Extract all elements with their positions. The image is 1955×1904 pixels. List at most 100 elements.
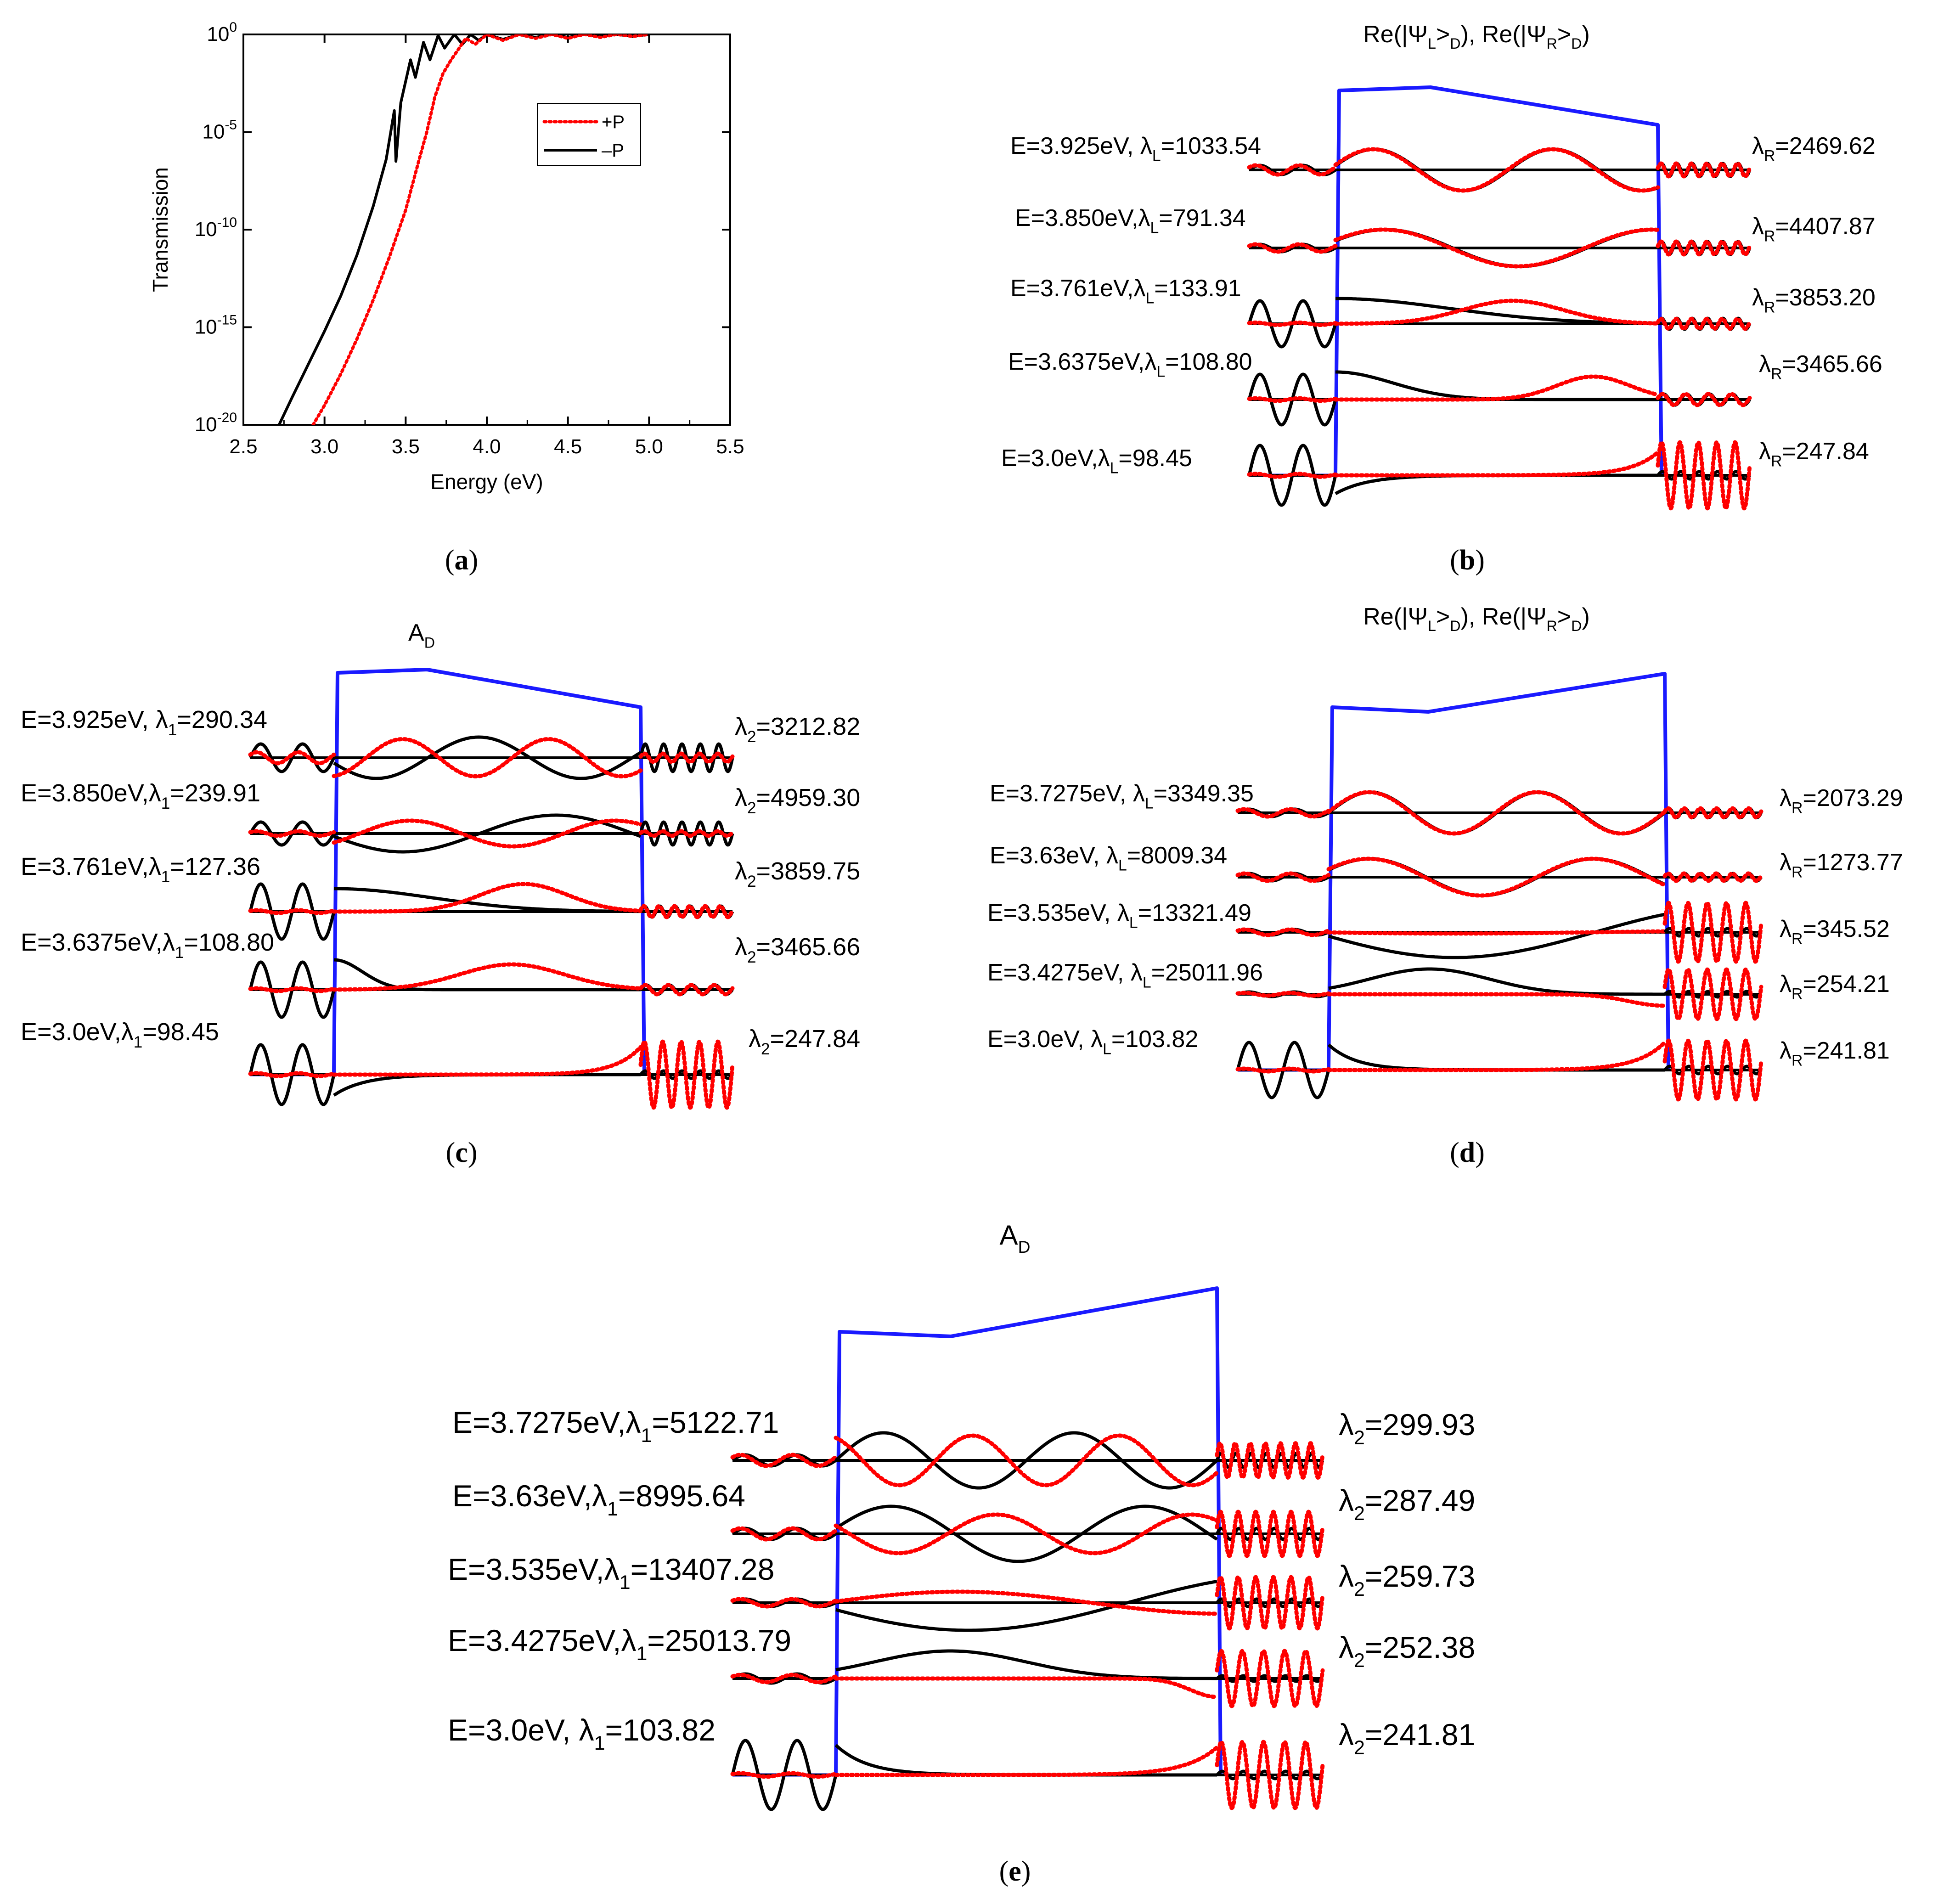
y-tick-exponent: -10	[217, 215, 237, 230]
wave-inside-solid	[333, 735, 642, 780]
lambda-value: =1033.54	[1161, 133, 1261, 159]
caption-paren: (	[445, 545, 455, 576]
energy-row: E=3.0eV, λ1=103.82 λ2=241.81	[448, 1713, 1475, 1811]
wave-inside-solid	[333, 958, 641, 991]
energy-row: E=3.4275eV,λ1=25013.79 λ2=252.38	[448, 1623, 1475, 1708]
energy-label: E=3.925eV, λL=1033.54	[1010, 133, 1261, 165]
wave-inside-dotted	[834, 1745, 1219, 1777]
panel-d-wavefunctions: Re(|ΨL>D), Re(|ΨR>D)E=3.7275eV, λL=3349.…	[987, 603, 1903, 1102]
wave-left-dotted	[1247, 321, 1338, 327]
lambda-subscript: L	[1150, 220, 1159, 237]
lambda-value: =108.80	[184, 929, 274, 956]
y-tick-exponent: -20	[217, 410, 237, 425]
wave-left-dotted	[730, 1597, 838, 1609]
energy-text: E=3.4275eV, λ	[987, 959, 1143, 986]
lambda-symbol: λ	[1339, 1408, 1354, 1442]
wave-right-dotted	[1215, 1740, 1325, 1810]
caption-letter: e	[1008, 1856, 1021, 1887]
right-lambda-label: λR=4407.87	[1752, 213, 1876, 245]
wave-left-dotted	[1247, 472, 1338, 479]
wave-inside-dotted	[1333, 299, 1660, 326]
legend-box	[537, 103, 641, 166]
lambda-value: =2469.62	[1775, 133, 1875, 159]
lambda-symbol: λ	[735, 784, 747, 811]
wave-right-dotted	[638, 829, 735, 838]
lambda-subscript: L	[1152, 147, 1161, 165]
energy-label: E=3.0eV, λ1=103.82	[448, 1713, 716, 1754]
wave-left-dotted	[1235, 991, 1331, 998]
lambda-subscript: 1	[641, 1425, 652, 1447]
lambda-subscript: R	[1764, 147, 1775, 165]
energy-text: E=3.4275eV,λ	[448, 1623, 636, 1657]
energy-row: E=3.761eV,λL=133.91 λR=3853.20	[1010, 275, 1876, 349]
wave-inside-dotted	[332, 818, 643, 849]
energy-label: E=3.0eV, λL=103.82	[987, 1026, 1198, 1058]
caption-paren: )	[1475, 545, 1485, 576]
lambda-subscript: R	[1792, 864, 1803, 881]
lambda-value: =133.91	[1154, 275, 1241, 302]
panel-c-wavefunctions: ADE=3.925eV, λ1=290.34 λ2=3212.82E=3.850e…	[21, 620, 861, 1110]
lambda-subscript: L	[1129, 914, 1138, 932]
lambda-value: =4959.30	[756, 784, 861, 811]
title-part: >	[1557, 603, 1571, 630]
lambda-value: =299.93	[1365, 1408, 1475, 1442]
wave-inside-dotted	[1333, 450, 1660, 478]
energy-row: E=3.6375eV,λL=108.80 λR=3465.66	[1008, 349, 1882, 427]
title-sub: D	[1450, 618, 1460, 634]
wave-left-dotted	[1235, 1066, 1331, 1074]
wave-inside-dotted	[332, 1045, 643, 1077]
energy-label: E=3.4275eV,λ1=25013.79	[448, 1623, 791, 1665]
energy-text: E=3.0eV, λ	[448, 1713, 594, 1747]
wave-left-dotted	[730, 1771, 838, 1779]
title-part: A	[408, 620, 424, 646]
right-lambda-label: λR=345.52	[1780, 916, 1890, 948]
lambda-subscript: 2	[747, 799, 756, 817]
right-lambda-label: λR=254.21	[1780, 971, 1890, 1003]
right-lambda-label: λR=3853.20	[1752, 284, 1876, 316]
lambda-symbol: λ	[1339, 1559, 1354, 1593]
title-part: A	[1000, 1220, 1018, 1251]
wave-right-dotted	[1656, 239, 1752, 257]
energy-text: E=3.7275eV,λ	[452, 1405, 641, 1439]
lambda-subscript: 1	[607, 1498, 618, 1520]
lambda-subscript: 2	[747, 728, 756, 746]
right-lambda-label: λ2=3212.82	[735, 713, 860, 746]
energy-label: E=3.761eV,λL=133.91	[1010, 275, 1241, 307]
title-sub: D	[1571, 35, 1582, 52]
energy-text: E=3.925eV, λ	[1010, 133, 1152, 159]
title-part: Re(|Ψ	[1363, 603, 1428, 630]
wave-left-dotted	[1235, 927, 1331, 937]
lambda-subscript: 1	[161, 868, 170, 886]
title-part: )	[1582, 603, 1589, 630]
plot-frame	[242, 34, 731, 426]
lambda-value: =127.36	[170, 853, 260, 880]
lambda-subscript: L	[1145, 290, 1154, 307]
lambda-value: =254.21	[1803, 971, 1889, 997]
panel-a-transmission-chart: 2.5 3.0 3.5 4.0 4.5 5.0 5.510010-510-1010-1510…	[148, 20, 744, 494]
lambda-symbol: λ	[1759, 438, 1771, 465]
lambda-subscript: 1	[636, 1643, 647, 1665]
lambda-value: =98.45	[1118, 445, 1192, 472]
wave-left-dotted	[1247, 242, 1338, 254]
energy-text: E=3.925eV, λ	[21, 706, 168, 733]
energy-row: E=3.850eV,λL=791.34 λR=4407.87	[1015, 205, 1876, 269]
y-tick-base: 10	[195, 413, 217, 436]
caption-paren: (	[999, 1856, 1009, 1887]
lambda-symbol: λ	[735, 857, 747, 885]
lambda-subscript: L	[1156, 363, 1165, 381]
panel-title: AD	[408, 620, 435, 651]
wave-inside-dotted	[332, 737, 643, 778]
wave-right-dotted	[638, 751, 735, 764]
energy-row: E=3.535eV, λL=13321.49 λR=345.52	[987, 900, 1890, 964]
lambda-symbol: λ	[749, 1025, 761, 1053]
caption-paren: (	[1450, 545, 1459, 576]
y-tick-label: 10-10	[195, 215, 237, 241]
series-line-minus-p	[277, 34, 649, 425]
energy-label: E=3.850eV,λL=791.34	[1015, 205, 1246, 237]
wave-left-dotted	[248, 908, 336, 915]
x-tick-label: 5.5	[716, 435, 744, 458]
energy-row: E=3.0eV,λL=98.45 λR=247.84	[1001, 438, 1869, 511]
wave-inside-dotted	[834, 1676, 1219, 1699]
legend-label: –P	[602, 141, 624, 161]
wave-right-dotted	[1662, 871, 1763, 883]
